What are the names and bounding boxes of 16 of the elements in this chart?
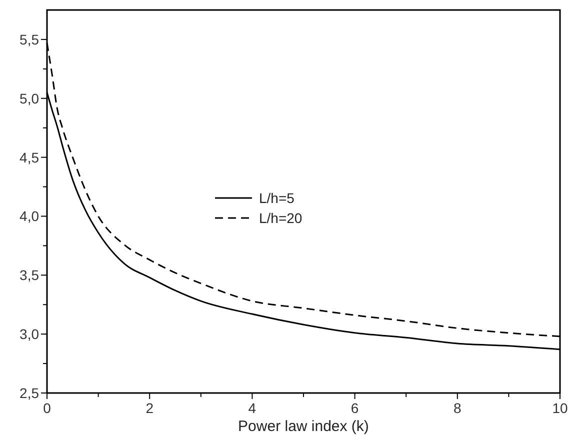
y-tick-label: 4,5 xyxy=(20,149,40,166)
y-tick-label: 5,0 xyxy=(20,90,40,106)
x-tick-label: 6 xyxy=(350,400,359,416)
y-tick-label: 5,5 xyxy=(20,31,40,48)
x-tick-label: 0 xyxy=(43,400,52,416)
x-tick-label: 4 xyxy=(248,400,256,416)
y-tick-label: 4,0 xyxy=(20,208,40,224)
x-tick-label: 10 xyxy=(552,400,568,416)
legend-label: L/h=20 xyxy=(259,210,302,226)
legend-label: L/h=5 xyxy=(259,190,295,206)
y-tick-label: 2,5 xyxy=(20,385,40,401)
y-tick-label: 3,0 xyxy=(20,326,40,342)
x-tick-label: 2 xyxy=(146,400,154,416)
x-tick-label: 8 xyxy=(454,400,462,416)
x-axis-title: Power law index (k) xyxy=(238,418,369,435)
y-tick-label: 3,5 xyxy=(20,267,40,284)
